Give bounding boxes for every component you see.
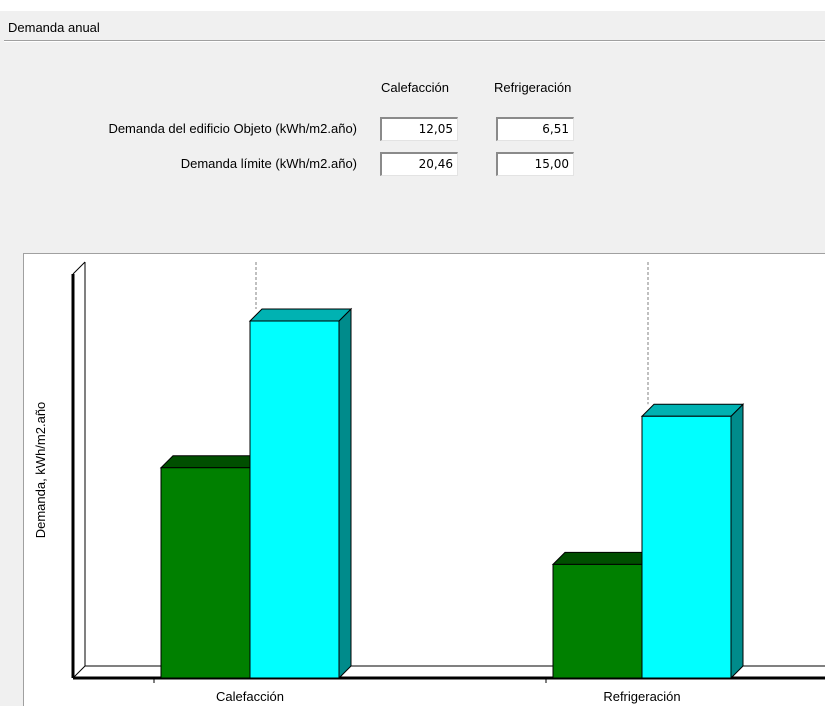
section-divider — [4, 40, 825, 42]
value-limite-calefaccion: 20,46 — [380, 152, 458, 176]
axis-top-edge — [72, 261, 86, 275]
bar — [249, 320, 340, 679]
column-header-refrigeracion: Refrigeración — [494, 80, 572, 95]
bar-side-face — [730, 403, 744, 680]
x-tick-label: Refrigeración — [603, 689, 680, 704]
bar-top-face — [551, 551, 656, 565]
y-axis-label: Demanda, kWh/m2.año — [33, 402, 48, 539]
value-limite-refrigeracion: 15,00 — [496, 152, 574, 176]
bar — [160, 467, 251, 679]
row-label-demanda-limite: Demanda límite (kWh/m2.año) — [180, 156, 357, 171]
row-label-demanda-objeto: Demanda del edificio Objeto (kWh/m2.año) — [108, 121, 357, 136]
value-objeto-refrigeracion: 6,51 — [496, 117, 574, 141]
bar — [641, 415, 732, 679]
bar-side-face — [338, 307, 352, 680]
bar — [552, 563, 643, 679]
bar-top-face — [640, 403, 745, 417]
bar-top-face — [159, 455, 264, 469]
column-header-calefaccion: Calefacción — [381, 80, 449, 95]
bar-top-face — [248, 308, 353, 322]
value-objeto-calefaccion: 12,05 — [380, 117, 458, 141]
top-strip — [0, 0, 825, 11]
section-title: Demanda anual — [8, 20, 100, 35]
x-tick-label: Calefacción — [216, 689, 284, 704]
floor-corner-edge — [72, 665, 86, 679]
